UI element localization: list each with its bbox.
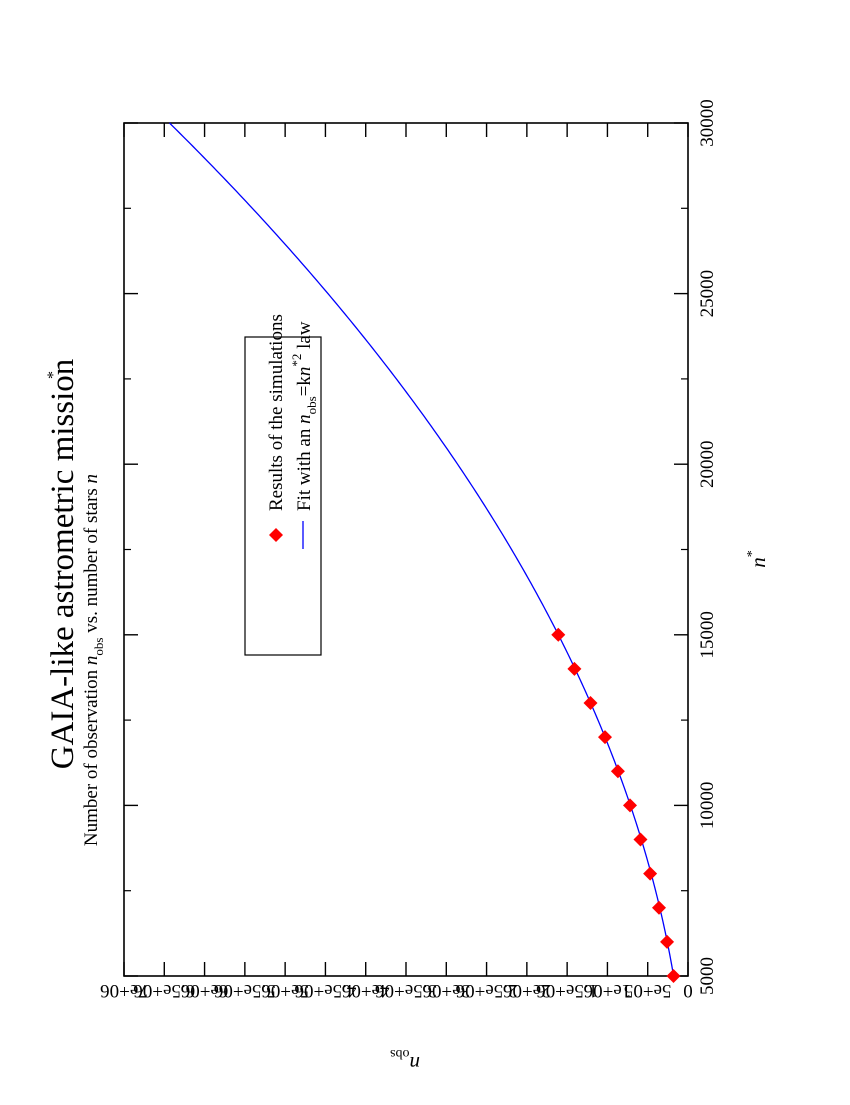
y-axis-label-group: nobs	[390, 1046, 420, 1076]
y-tick-label: 0	[683, 980, 693, 1001]
legend-fit-pre: Fit with an	[294, 424, 315, 511]
y-tick-label: 5e+06	[261, 980, 309, 1001]
x-tick-label: 25000	[697, 270, 718, 318]
y-tick-label-group: 5.5e+06	[214, 980, 276, 1001]
y-tick-label: 6e+06	[181, 980, 229, 1001]
chart-subtitle: Number of observation nobs vs. number of…	[81, 474, 106, 846]
data-point-marker	[583, 696, 598, 711]
x-tick-label: 5000	[697, 957, 718, 995]
x-tick-label: 15000	[697, 611, 718, 659]
y-tick-label: 5e+05	[624, 980, 672, 1001]
y-tick-label-group: 5e+06	[261, 980, 309, 1001]
chart-title: GAIA-like astrometric mission	[45, 359, 81, 770]
legend-fit-post: law	[294, 321, 315, 353]
legend-item-fit: Fit with an nobs=kn*2 law	[289, 321, 319, 511]
legend-item-simulations: Results of the simulations	[266, 314, 287, 511]
legend: Results of the simulations Fit with an n…	[244, 314, 322, 656]
y-tick-label-group: 1e+06	[584, 980, 632, 1001]
data-point-marker	[622, 798, 637, 813]
subtitle-pre: Number of observation	[81, 665, 102, 846]
y-tick-label-group: 2.5e+06	[456, 980, 518, 1001]
data-point-marker	[551, 627, 566, 642]
data-point-marker	[643, 866, 658, 881]
legend-fit-n1: n	[294, 414, 315, 424]
y-tick-label-group: 1.5e+06	[536, 980, 598, 1001]
y-tick-label: 4e+06	[342, 980, 390, 1001]
y-tick-label-group: 4.5e+06	[294, 980, 356, 1001]
subtitle-n: n	[81, 474, 102, 484]
y-axis-label-sub: obs	[390, 1046, 409, 1061]
legend-fit-sup: *2	[289, 354, 304, 367]
x-tick-label: 10000	[697, 782, 718, 830]
plot-frame	[123, 122, 689, 977]
data-point-marker	[651, 900, 666, 915]
series-simulation-markers	[551, 627, 681, 983]
y-tick-label-group: 2e+06	[503, 980, 551, 1001]
subtitle-obs-subscript: obs	[91, 638, 106, 656]
y-tick-label-group: 6.5e+06	[133, 980, 195, 1001]
rotated-chart-group: GAIA-like astrometric mission * Number o…	[45, 99, 770, 1076]
y-tick-label-group: 3e+06	[422, 980, 470, 1001]
data-point-marker	[610, 764, 625, 779]
y-tick-label-group: 7e+06	[100, 980, 148, 1001]
subtitle-mid: vs. number of stars	[81, 483, 102, 637]
legend-fit-n2: n	[294, 367, 315, 377]
legend-diamond-marker	[269, 528, 283, 542]
y-tick-label-group: 6e+06	[181, 980, 229, 1001]
x-axis-ticks: 5000 10000 15000 20000 25000 30000	[124, 99, 718, 995]
y-tick-label-group: 5e+05	[624, 980, 672, 1001]
y-tick-label: 7e+06	[100, 980, 148, 1001]
subtitle-n-obs: n	[81, 656, 102, 666]
x-axis-label-n: n	[746, 557, 770, 568]
y-tick-label: 1.5e+06	[536, 980, 598, 1001]
y-tick-label: 2.5e+06	[456, 980, 518, 1001]
data-point-marker	[567, 661, 582, 676]
y-axis-ticks: 0 5e+051e+061.5e+062e+062.5e+063e+063.5e+…	[100, 123, 693, 1001]
y-axis-label-n: n	[409, 1052, 420, 1076]
y-tick-label-group: 3.5e+06	[375, 980, 437, 1001]
data-point-marker	[666, 969, 681, 983]
x-axis-label: n*	[745, 550, 770, 568]
legend-box	[244, 336, 322, 656]
y-tick-label: 3e+06	[422, 980, 470, 1001]
y-tick-label: 6.5e+06	[133, 980, 195, 1001]
x-tick-label: 30000	[697, 99, 718, 147]
y-tick-label: 3.5e+06	[375, 980, 437, 1001]
title-star: *	[45, 371, 62, 379]
y-tick-label-group: 0	[683, 980, 693, 1001]
x-tick-label: 20000	[697, 440, 718, 488]
data-point-marker	[633, 832, 648, 847]
y-tick-label-group: 4e+06	[342, 980, 390, 1001]
y-tick-label: 4.5e+06	[294, 980, 356, 1001]
y-tick-label: 5.5e+06	[214, 980, 276, 1001]
y-tick-label: 2e+06	[503, 980, 551, 1001]
y-tick-label: 1e+06	[584, 980, 632, 1001]
data-point-marker	[598, 730, 613, 745]
x-axis-label-star: *	[745, 550, 760, 557]
legend-fit-sub: obs	[304, 396, 319, 414]
data-point-marker	[660, 934, 675, 949]
legend-fit-eq: =k	[294, 376, 315, 397]
y-axis-label: nobs	[390, 1046, 420, 1076]
